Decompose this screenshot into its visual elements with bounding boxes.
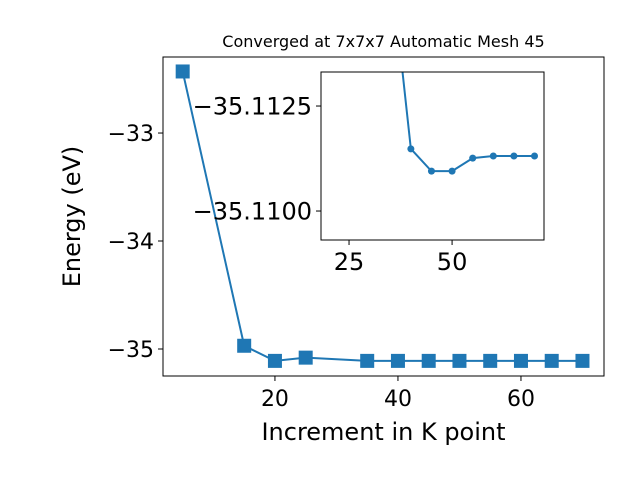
marker: [298, 350, 313, 365]
marker: [513, 353, 528, 368]
x-axis-label: Increment in K point: [261, 418, 505, 446]
axes-frame: [162, 56, 605, 377]
marker: [489, 152, 497, 160]
y-tick-label: −35.1125: [193, 93, 312, 121]
marker: [483, 353, 498, 368]
y-tick-label: −33: [108, 122, 154, 147]
marker: [575, 353, 590, 368]
marker: [421, 353, 436, 368]
marker: [448, 167, 456, 175]
x-tick-label: 60: [507, 387, 535, 412]
x-tick-label: 25: [334, 248, 365, 276]
marker: [360, 353, 375, 368]
y-tick-label: −35: [108, 338, 154, 363]
marker: [427, 167, 435, 175]
y-tick-label: −34: [108, 230, 154, 255]
marker: [237, 338, 252, 353]
marker: [510, 152, 518, 160]
marker: [469, 154, 477, 162]
marker: [531, 152, 539, 160]
marker: [390, 353, 405, 368]
marker: [267, 353, 282, 368]
marker: [544, 353, 559, 368]
x-tick-label: 50: [437, 248, 468, 276]
x-tick-label: 20: [261, 387, 289, 412]
plot-area: [175, 64, 590, 368]
marker: [175, 64, 190, 79]
y-tick-label: −35.1100: [193, 198, 312, 226]
chart-title: Converged at 7x7x7 Automatic Mesh 45: [222, 32, 544, 51]
axes-frame: [320, 71, 545, 241]
plot-area: [401, 72, 539, 175]
marker: [452, 353, 467, 368]
marker: [407, 145, 415, 153]
y-axis-label: Energy (eV): [58, 146, 86, 288]
x-tick-label: 40: [384, 387, 412, 412]
